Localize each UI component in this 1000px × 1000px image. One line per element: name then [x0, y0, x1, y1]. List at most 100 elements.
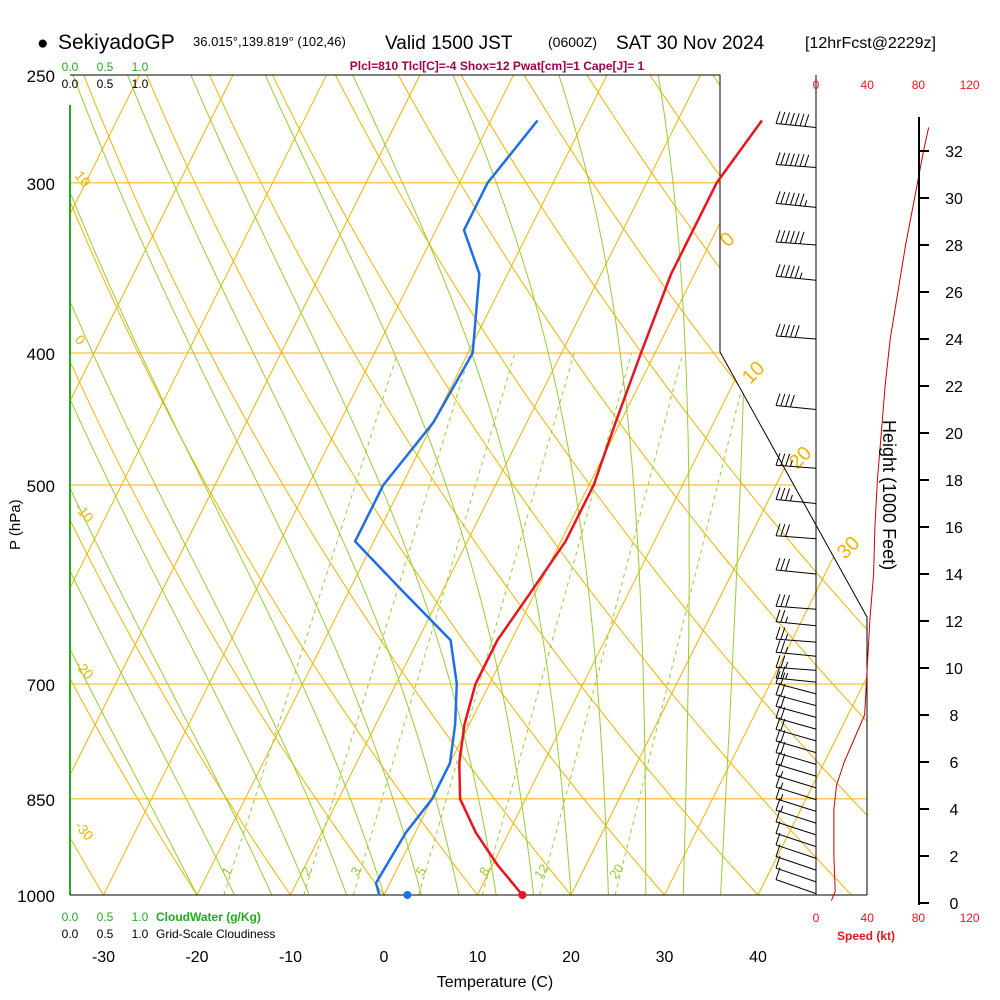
wind-barb-half-flag [780, 794, 784, 801]
wind-barb-half-flag [780, 782, 784, 789]
wind-barb-flag [799, 154, 805, 167]
wind-barb-flag [775, 229, 781, 243]
wind-barb-flag [780, 487, 786, 501]
stability-indices: Plcl=810 Tlcl[C]=-4 Shox=12 Pwat[cm]=1 C… [350, 59, 645, 73]
wind-barb-flag [775, 775, 781, 788]
wind-barb-staff [775, 763, 817, 777]
surface-dewpoint-marker [403, 891, 412, 899]
speed-bottom-120: 120 [960, 911, 980, 925]
wind-barb-flag [785, 453, 791, 467]
dry-adiabat--40 [0, 51, 26, 924]
isotherm--20 [196, 75, 608, 895]
wind-barb-flag [780, 453, 786, 466]
wind-barb [775, 763, 817, 789]
wind-barb-half-flag [785, 672, 789, 680]
mixing-ratio-12 [539, 352, 684, 895]
wind-barb-flag [780, 683, 786, 697]
height-label-10: 10 [945, 661, 963, 678]
moist-adiabat--4 [70, 75, 348, 895]
wind-barb-flag [799, 193, 805, 206]
wind-barb-half-flag [780, 770, 784, 778]
speed-top-0: 0 [813, 78, 820, 92]
station-coords: 36.015°,139.819° (102,46) [193, 34, 346, 49]
wind-barb-half-flag [785, 661, 789, 669]
dry-adiabat-40 [198, 75, 786, 895]
mixing-ratio-label-2: 2 [298, 864, 314, 879]
wind-barb-staff [775, 621, 817, 627]
cloudwater-bottom-2: 1.0 [132, 910, 149, 924]
wind-barb [775, 640, 817, 657]
speed-top-40: 40 [861, 78, 875, 92]
dry-adiabat-30 [136, 75, 691, 895]
dry-adiabat-10 [70, 75, 501, 895]
wind-barb-staff [775, 569, 817, 575]
wind-barb-half-flag [780, 805, 784, 812]
mixing-ratio-label-3: 3 [347, 864, 363, 879]
moist-adiabat--8 [70, 86, 310, 895]
wind-barb-flag [780, 523, 786, 537]
wind-barb-flag [775, 453, 781, 466]
wind-barb [775, 523, 817, 540]
wind-barb-flag [775, 728, 781, 742]
moist-adiabat-lines [70, 75, 747, 895]
wind-barb-flag [775, 717, 781, 730]
moist-adiabat-4 [72, 75, 422, 895]
wind-barb [775, 393, 817, 410]
dry-adiabat-60 [322, 75, 867, 895]
wind-barb-flag [775, 626, 781, 640]
speed-bottom-80: 80 [912, 911, 926, 925]
moist-adiabat-0 [70, 75, 385, 895]
wind-barb-staff [775, 728, 817, 742]
surface-temperature-marker [518, 891, 527, 899]
wind-barb-flag [780, 393, 786, 407]
wind-barb-staff [775, 275, 817, 281]
speed-bottom-40: 40 [861, 911, 875, 925]
wind-barb-flag [775, 594, 781, 607]
moist-adiabat--12 [70, 131, 273, 895]
wind-barb-flag [780, 558, 786, 571]
cloudwater-label: CloudWater (g/Kg) [156, 910, 261, 924]
isotherm--50 [70, 75, 327, 895]
cloudiness-bottom-2: 1.0 [132, 927, 149, 941]
wind-barb-flag [780, 152, 786, 165]
dry-adiabat-80 [447, 75, 867, 895]
pressure-label-300: 300 [27, 175, 55, 194]
cloudwater-top-2: 1.0 [132, 60, 149, 74]
wind-barb [775, 626, 817, 643]
pressure-label-250: 250 [27, 67, 55, 86]
wind-barb-flag [785, 594, 791, 608]
wind-barb [775, 694, 817, 718]
plot-frame [70, 74, 868, 895]
wind-barb-flag [775, 655, 781, 668]
wind-barb-flag [780, 594, 786, 607]
mixing-ratio-20 [614, 352, 752, 895]
dry-adiabat-label--10: -10 [72, 500, 97, 526]
temperature-label-20: 20 [562, 949, 580, 966]
wind-barb [775, 453, 817, 469]
mixing-ratio-label-8: 8 [476, 864, 492, 879]
height-label-24: 24 [945, 332, 963, 349]
wind-barb [775, 594, 817, 610]
moist-adiabat-label-0: 0 [716, 228, 739, 251]
wind-barb [775, 655, 817, 671]
moist-adiabat-16 [264, 75, 535, 895]
wind-barb [775, 705, 817, 730]
moist-adiabat--20 [70, 211, 198, 895]
wind-barb-flag [794, 266, 800, 279]
wind-barb-flag [775, 740, 781, 753]
moist-adiabat-label-20: 20 [785, 442, 816, 473]
wind-barb-flag [775, 523, 781, 536]
cloudiness-label: Grid-Scale Cloudiness [156, 927, 275, 941]
wind-barb-flag [789, 230, 795, 244]
wind-barb-staff [775, 405, 817, 410]
dry-adiabat--30 [70, 75, 122, 895]
wind-barb-flag [775, 393, 781, 406]
wind-barb-flag [775, 487, 781, 500]
wind-barb [775, 682, 817, 707]
pressure-label-500: 500 [27, 477, 55, 496]
wind-barb-staff [775, 740, 817, 754]
wind-barb-flag [775, 694, 781, 707]
moist-adiabat--16 [70, 172, 235, 895]
wind-barb-staff [775, 786, 817, 801]
